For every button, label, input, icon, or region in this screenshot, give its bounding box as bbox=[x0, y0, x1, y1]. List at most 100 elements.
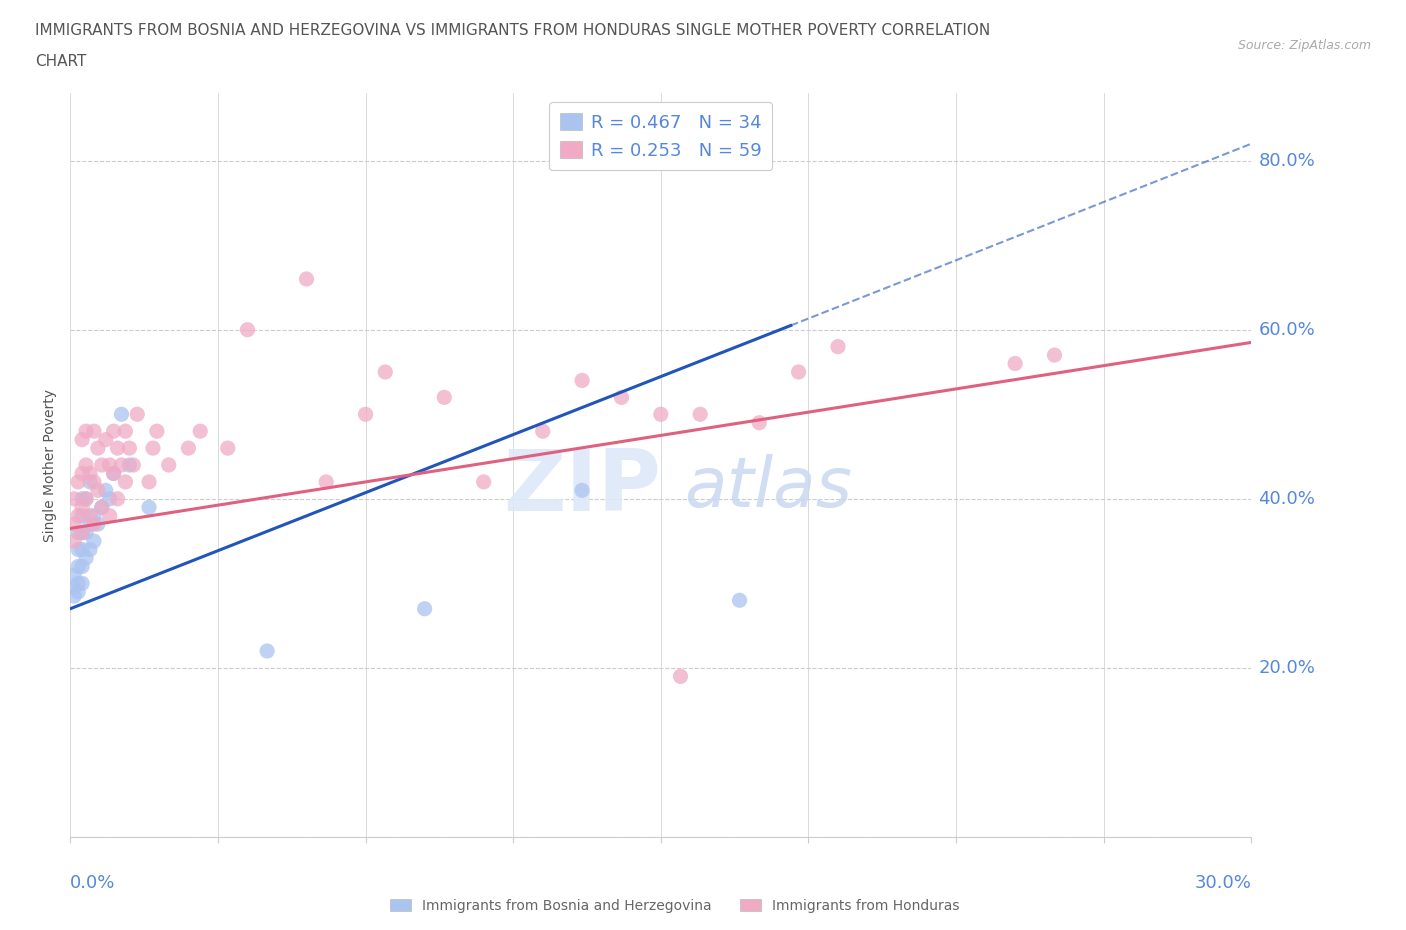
Point bbox=[146, 424, 169, 439]
Point bbox=[79, 517, 101, 532]
Point bbox=[70, 499, 93, 514]
Text: 30.0%: 30.0% bbox=[1195, 874, 1251, 892]
Point bbox=[75, 458, 97, 472]
Point bbox=[67, 525, 90, 540]
Point bbox=[70, 432, 93, 447]
Point bbox=[114, 474, 136, 489]
Legend: R = 0.467   N = 34, R = 0.253   N = 59: R = 0.467 N = 34, R = 0.253 N = 59 bbox=[550, 102, 772, 170]
Point bbox=[689, 406, 711, 421]
Point bbox=[67, 509, 90, 524]
Point bbox=[217, 441, 239, 456]
Point bbox=[79, 474, 101, 489]
Text: atlas: atlas bbox=[685, 454, 852, 521]
Point bbox=[94, 432, 117, 447]
Point bbox=[87, 517, 110, 532]
Text: 20.0%: 20.0% bbox=[1258, 659, 1315, 677]
Point bbox=[127, 406, 149, 421]
Point bbox=[70, 559, 93, 574]
Point bbox=[90, 499, 112, 514]
Point bbox=[67, 542, 90, 557]
Point bbox=[67, 559, 90, 574]
Point bbox=[1004, 356, 1026, 371]
Point bbox=[103, 424, 125, 439]
Point bbox=[571, 483, 593, 498]
Point bbox=[75, 551, 97, 565]
Point bbox=[114, 424, 136, 439]
Text: 60.0%: 60.0% bbox=[1258, 321, 1315, 339]
Point bbox=[669, 669, 692, 684]
Point bbox=[63, 517, 86, 532]
Text: IMMIGRANTS FROM BOSNIA AND HERZEGOVINA VS IMMIGRANTS FROM HONDURAS SINGLE MOTHER: IMMIGRANTS FROM BOSNIA AND HERZEGOVINA V… bbox=[35, 23, 990, 38]
Point bbox=[107, 491, 129, 506]
Point bbox=[610, 390, 633, 405]
Point bbox=[75, 525, 97, 540]
Point bbox=[103, 466, 125, 481]
Point bbox=[83, 517, 105, 532]
Point bbox=[70, 509, 93, 524]
Point bbox=[75, 491, 97, 506]
Text: ZIP: ZIP bbox=[503, 445, 661, 529]
Point bbox=[118, 441, 141, 456]
Point bbox=[433, 390, 456, 405]
Point bbox=[748, 416, 770, 431]
Y-axis label: Single Mother Poverty: Single Mother Poverty bbox=[44, 389, 58, 541]
Point bbox=[107, 441, 129, 456]
Point bbox=[75, 491, 97, 506]
Point bbox=[70, 466, 93, 481]
Point bbox=[70, 576, 93, 591]
Point bbox=[63, 589, 86, 604]
Point bbox=[138, 474, 160, 489]
Point bbox=[70, 542, 93, 557]
Point bbox=[83, 424, 105, 439]
Point bbox=[1043, 348, 1066, 363]
Point bbox=[295, 272, 318, 286]
Point bbox=[67, 584, 90, 599]
Point bbox=[67, 576, 90, 591]
Point bbox=[75, 424, 97, 439]
Point bbox=[83, 474, 105, 489]
Point bbox=[157, 458, 180, 472]
Point bbox=[103, 466, 125, 481]
Point bbox=[98, 509, 121, 524]
Point bbox=[571, 373, 593, 388]
Point bbox=[374, 365, 396, 379]
Point bbox=[728, 592, 751, 607]
Point bbox=[83, 509, 105, 524]
Text: 80.0%: 80.0% bbox=[1258, 152, 1315, 169]
Point bbox=[315, 474, 337, 489]
Point bbox=[98, 458, 121, 472]
Point bbox=[138, 499, 160, 514]
Point bbox=[413, 602, 436, 617]
Text: Source: ZipAtlas.com: Source: ZipAtlas.com bbox=[1237, 39, 1371, 52]
Point bbox=[354, 406, 377, 421]
Text: 0.0%: 0.0% bbox=[70, 874, 115, 892]
Point bbox=[63, 567, 86, 582]
Point bbox=[188, 424, 211, 439]
Point bbox=[79, 466, 101, 481]
Point bbox=[87, 483, 110, 498]
Text: 40.0%: 40.0% bbox=[1258, 490, 1315, 508]
Point bbox=[79, 542, 101, 557]
Point bbox=[472, 474, 495, 489]
Point bbox=[83, 534, 105, 549]
Point bbox=[110, 458, 132, 472]
Point bbox=[118, 458, 141, 472]
Point bbox=[142, 441, 165, 456]
Point bbox=[122, 458, 145, 472]
Point bbox=[256, 644, 278, 658]
Text: CHART: CHART bbox=[35, 54, 87, 69]
Point bbox=[98, 491, 121, 506]
Point bbox=[87, 441, 110, 456]
Point bbox=[827, 339, 849, 354]
Point bbox=[90, 458, 112, 472]
Point bbox=[79, 509, 101, 524]
Point bbox=[110, 406, 132, 421]
Point bbox=[236, 323, 259, 338]
Point bbox=[787, 365, 810, 379]
Point bbox=[177, 441, 200, 456]
Point bbox=[94, 483, 117, 498]
Point bbox=[650, 406, 672, 421]
Point bbox=[90, 499, 112, 514]
Point bbox=[70, 525, 93, 540]
Legend: Immigrants from Bosnia and Herzegovina, Immigrants from Honduras: Immigrants from Bosnia and Herzegovina, … bbox=[385, 894, 965, 919]
